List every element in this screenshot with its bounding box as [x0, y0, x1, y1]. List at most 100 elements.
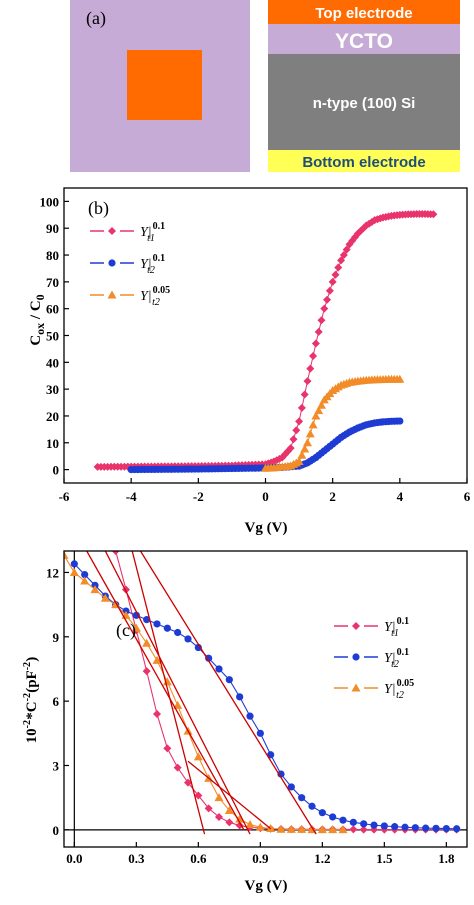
panel-b-point-s0: [339, 251, 348, 260]
panel-c-fit-line-2: [139, 551, 317, 835]
panel-b-ylabel: Cox / C0: [28, 294, 47, 345]
panel-c-label: (c): [116, 620, 136, 641]
panel-c-ytick-label: 0: [53, 823, 60, 838]
panel-c-point-s2: [338, 825, 348, 834]
panel-c-point-s2: [64, 551, 69, 559]
panel-c-ytick-label: 12: [46, 565, 59, 580]
panel-c-point-s1: [422, 824, 430, 832]
panel-b-point-s0: [317, 316, 326, 325]
panel-b-point-s0: [328, 277, 337, 286]
panel-b-point-s0: [311, 339, 320, 348]
panel-b-point-s0: [320, 304, 329, 313]
panel-c-point-s2: [142, 638, 152, 647]
panel-b-frame: [63, 187, 468, 484]
panel-c-point-s2: [328, 825, 338, 834]
panel-b-ytick-label: 0: [53, 463, 60, 478]
panel-c-point-s1: [308, 802, 316, 810]
panel-b-point-s0: [323, 295, 332, 304]
panel-c-xtick-label: 0.9: [252, 851, 269, 866]
panel-c-point-s2: [276, 824, 286, 833]
panel-b-label: (b): [88, 198, 109, 219]
panel-b-point-s0: [429, 210, 438, 219]
panel-b-point-s2: [305, 429, 315, 438]
panel-c-clipped-area: [64, 551, 467, 847]
panel-c-point-s1: [256, 729, 264, 737]
panel-b-point-s0: [331, 270, 340, 279]
panel-c-point-s1: [442, 824, 450, 833]
panel-c-point-s2: [317, 825, 327, 834]
panel-b-point-s0: [303, 377, 312, 386]
panel-b-xtick-label: 4: [397, 489, 404, 504]
panel-b-ytick-label: 80: [46, 248, 59, 263]
silicon-label: n-type (100) Si: [313, 95, 416, 112]
panel-b-point-s0: [314, 327, 323, 336]
panel-c-point-s2: [90, 585, 100, 594]
panel-b-legend-text-2: Y|0.05 t2: [140, 285, 170, 308]
panel-b-point-s2: [297, 450, 307, 459]
panel-c-point-s1: [277, 770, 285, 778]
panel-c-xlabel: Vg (V): [245, 878, 288, 894]
panel-c-point-s2: [297, 824, 307, 833]
panel-b-ytick-label: 100: [40, 194, 60, 209]
panel-c-series-line-2: [64, 555, 343, 831]
panel-c-fit-line-4: [187, 760, 272, 830]
panel-b-point-s2: [308, 420, 318, 429]
panel-b-point-s0: [337, 256, 346, 265]
panel-c-point-s1: [318, 809, 326, 817]
panel-c-ytick-label: 6: [53, 694, 60, 709]
panel-c-point-s1: [225, 676, 233, 684]
panel-b-legend-marker-2: [107, 290, 117, 299]
panel-b-point-s0: [325, 286, 334, 295]
panel-c-point-s0: [111, 551, 120, 555]
panel-b-point-s0: [297, 403, 306, 412]
panel-c-ytick-label: 9: [53, 630, 60, 645]
panel-c-point-s0: [153, 710, 161, 719]
panel-c-point-s2: [224, 806, 234, 815]
panel-c-xtick-label: 1.5: [376, 851, 393, 866]
panel-c-point-s0: [225, 818, 234, 827]
panel-b-legend-text-0: Y|0.1 t1: [140, 221, 165, 244]
panel-c-point-s2: [152, 655, 162, 664]
panel-c-legend-marker-2: [351, 683, 361, 692]
panel-b-legend-marker-0: [108, 227, 116, 235]
panel-b-xtick-label: -4: [126, 489, 137, 504]
panel-c-point-s1: [215, 665, 223, 673]
panel-c-ylabel: 10-2 *C-2 (pF-2 ): [22, 657, 40, 744]
panel-c-xtick-label: 0.0: [66, 851, 82, 866]
panel-c-point-s1: [163, 624, 171, 632]
panel-c-point-s2: [193, 752, 203, 761]
panel-c-point-s1: [380, 822, 388, 830]
panel-b-xtick-label: 2: [329, 489, 336, 504]
panel-c-point-s2: [173, 700, 183, 709]
panel-c-point-s1: [205, 654, 213, 662]
panel-b-ytick-label: 30: [46, 382, 59, 397]
panel-b-legend-text-1: Y|0.1 t2: [140, 253, 165, 276]
panel-c-point-s1: [453, 825, 461, 833]
panel-b-point-s2: [395, 374, 405, 383]
panel-b-point-s2: [316, 400, 326, 409]
panel-a: (a) Top electrode YCTO n-type (100) Si B…: [70, 0, 460, 172]
panel-c-legend-text-0: Y|0.1 t1: [384, 616, 409, 639]
panel-c-point-s1: [287, 783, 295, 791]
ycto-label: YCTO: [335, 30, 393, 53]
panel-b-xlabel: Vg (V): [245, 520, 288, 536]
panel-b-point-s0: [286, 444, 295, 453]
panel-c-point-s1: [143, 616, 151, 624]
panel-c-point-s1: [298, 794, 306, 802]
panel-b-series-line-0: [97, 213, 434, 468]
panel-b-xtick-label: 0: [262, 489, 269, 504]
panel-c-legend-marker-1: [352, 653, 360, 661]
panel-b-plot-area: [93, 210, 438, 474]
panel-b-xtick-label: 6: [464, 489, 471, 504]
panel-c-xtick-label: 0.6: [190, 851, 207, 866]
panel-c-point-s1: [81, 570, 89, 579]
panel-c-point-s2: [214, 793, 224, 802]
panel-c-legend-text-1: Y|0.1 t2: [384, 647, 409, 670]
panel-b-point-s0: [309, 352, 318, 361]
panel-b-ytick-label: 20: [46, 409, 59, 424]
panel-c-legend: Y|0.1 t1 Y|0.1 t2 Y|0.05 t2: [334, 616, 414, 701]
panel-b-point-s0: [342, 245, 351, 254]
bottom-electrode-label: Bottom electrode: [302, 154, 425, 171]
